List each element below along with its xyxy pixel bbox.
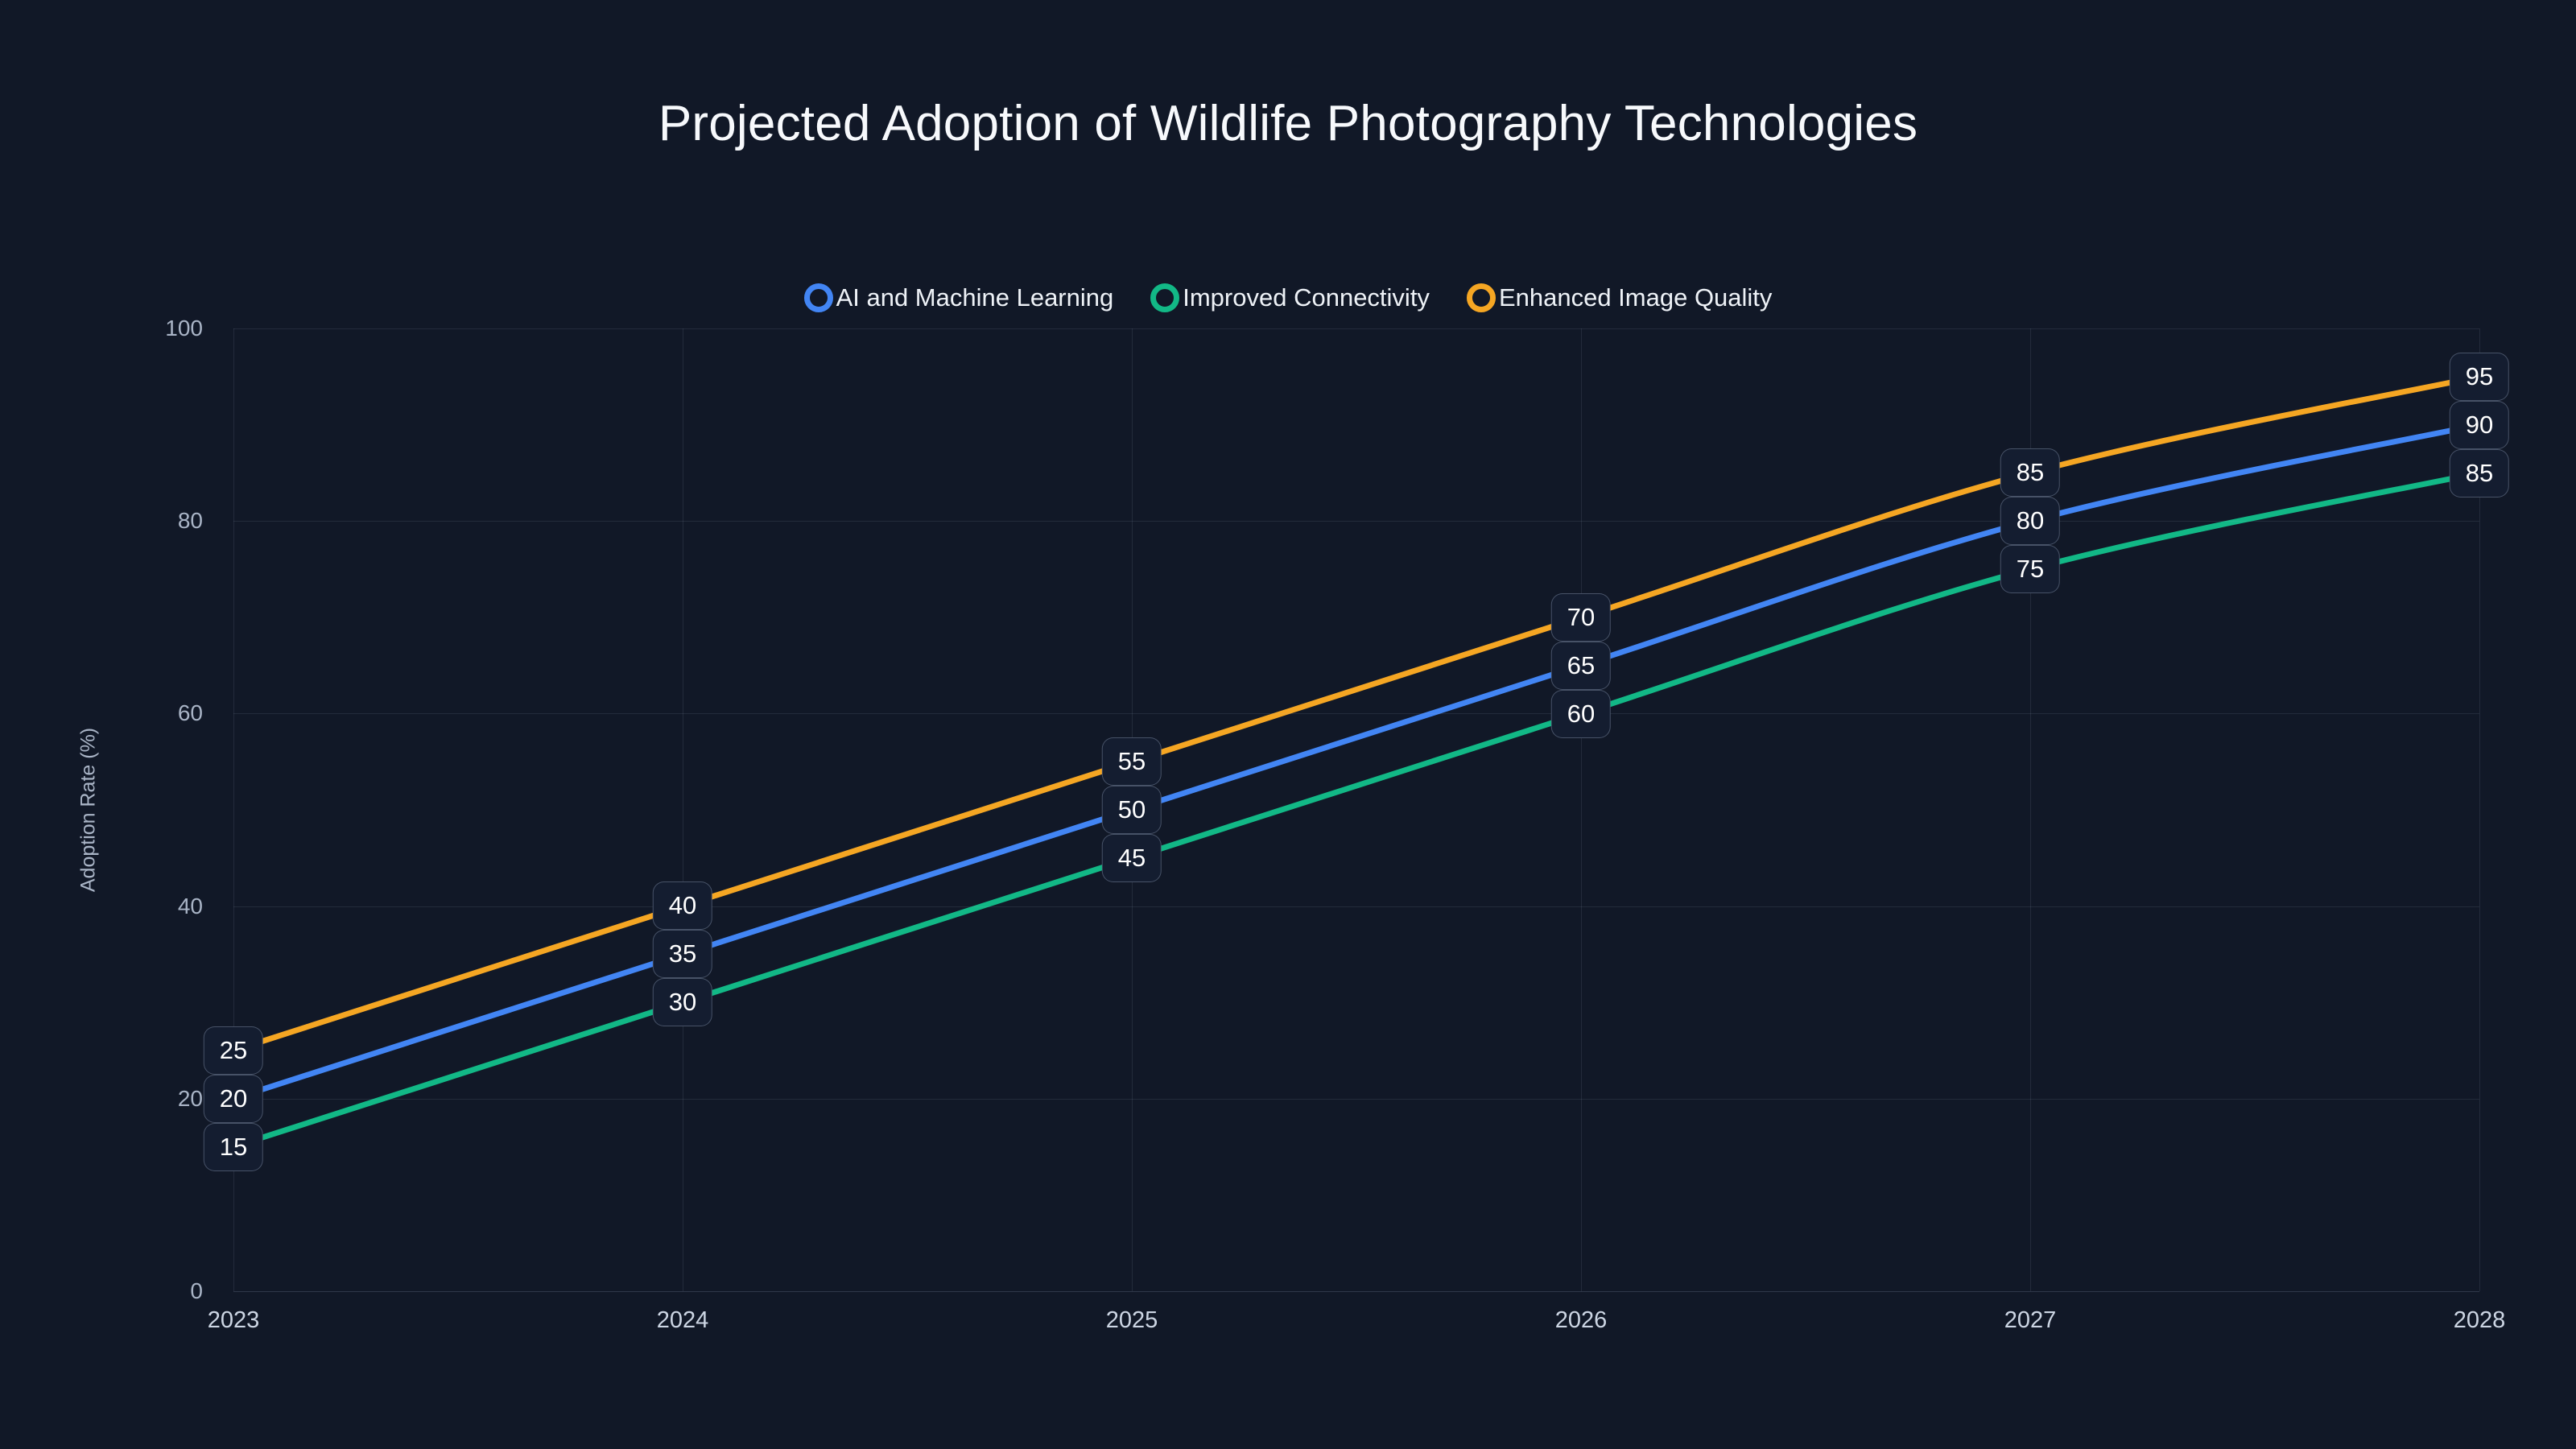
x-tick-label: 2023 bbox=[207, 1307, 260, 1333]
gridline-horizontal bbox=[233, 1098, 2479, 1100]
y-tick-label: 20 bbox=[177, 1085, 203, 1111]
legend-item-2[interactable]: Enhanced Image Quality bbox=[1466, 283, 1773, 312]
data-label: 25 bbox=[203, 1026, 264, 1075]
data-label: 85 bbox=[2449, 448, 2510, 497]
data-label: 50 bbox=[1101, 786, 1162, 834]
page-title: Projected Adoption of Wildlife Photograp… bbox=[658, 96, 1918, 151]
data-label: 75 bbox=[2000, 545, 2061, 594]
circle-outline-icon bbox=[803, 283, 833, 312]
data-label: 60 bbox=[1550, 689, 1612, 738]
x-axis-ticks: 2023 2024 2025 2026 2027 2028 bbox=[208, 1307, 2506, 1356]
data-label: 70 bbox=[1550, 592, 1612, 642]
data-label: 90 bbox=[2449, 400, 2510, 449]
legend-item-0[interactable]: AI and Machine Learning bbox=[803, 283, 1114, 312]
y-tick-label: 80 bbox=[177, 508, 203, 534]
data-label: 55 bbox=[1101, 737, 1162, 786]
series-line-1 bbox=[230, 469, 2483, 1150]
data-label: 30 bbox=[652, 978, 713, 1027]
gridline-horizontal bbox=[233, 906, 2479, 907]
gridline-horizontal bbox=[233, 521, 2479, 522]
data-label: 20 bbox=[203, 1074, 264, 1123]
y-axis-ticks: 0 20 40 60 80 100 bbox=[0, 316, 233, 1303]
data-label: 40 bbox=[652, 881, 713, 931]
gridline-horizontal bbox=[233, 713, 2479, 715]
x-tick-label: 2028 bbox=[2453, 1307, 2506, 1333]
circle-outline-icon bbox=[1466, 283, 1496, 312]
legend-item-1[interactable]: Improved Connectivity bbox=[1150, 283, 1430, 312]
y-tick-label: 100 bbox=[165, 316, 203, 341]
x-tick-label: 2024 bbox=[656, 1307, 709, 1333]
x-tick-label: 2027 bbox=[2004, 1307, 2057, 1333]
y-tick-label: 0 bbox=[190, 1278, 203, 1303]
x-tick-label: 2025 bbox=[1105, 1307, 1158, 1333]
gridline-vertical bbox=[233, 328, 234, 1291]
gridline-horizontal bbox=[233, 328, 2479, 329]
data-label: 45 bbox=[1101, 834, 1162, 882]
gridline-horizontal bbox=[233, 1291, 2479, 1292]
data-label: 35 bbox=[652, 930, 713, 979]
data-label: 85 bbox=[2000, 448, 2061, 497]
series-line-2 bbox=[230, 374, 2483, 1054]
x-tick-label: 2026 bbox=[1554, 1307, 1608, 1333]
series-layer bbox=[213, 356, 2500, 1167]
data-label: 95 bbox=[2449, 352, 2510, 401]
series-line-0 bbox=[230, 422, 2483, 1102]
legend-item-label: AI and Machine Learning bbox=[836, 283, 1114, 312]
legend-item-label: Improved Connectivity bbox=[1183, 283, 1430, 312]
data-label: 15 bbox=[203, 1122, 264, 1171]
gridline-vertical bbox=[2030, 328, 2031, 1291]
plot-area: 25 20 15 40 35 30 55 50 45 70 65 60 85 80 75 95 90 85 bbox=[203, 328, 2510, 1292]
gridline-vertical bbox=[1581, 328, 1582, 1291]
y-tick-label: 60 bbox=[177, 700, 203, 726]
data-label: 80 bbox=[2000, 497, 2061, 546]
gridline-vertical bbox=[2479, 328, 2480, 1291]
circle-outline-icon bbox=[1150, 283, 1180, 312]
chart-legend: AI and Machine Learning Improved Connecti… bbox=[0, 283, 2576, 312]
y-tick-label: 40 bbox=[177, 893, 203, 919]
legend-item-label: Enhanced Image Quality bbox=[1498, 283, 1773, 312]
data-label: 65 bbox=[1550, 641, 1612, 690]
